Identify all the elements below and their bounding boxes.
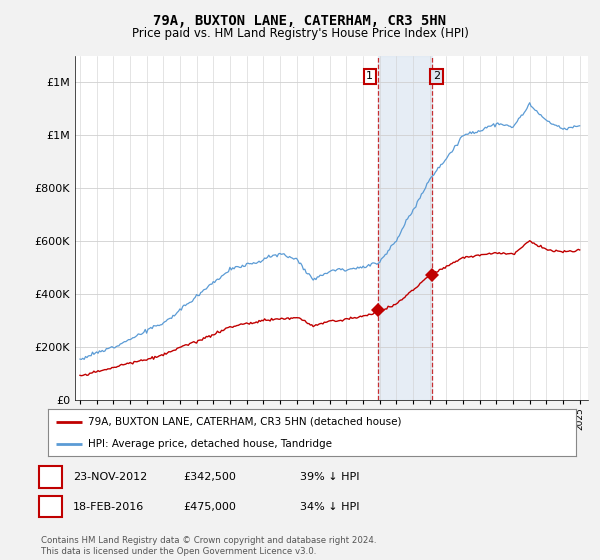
Text: 34% ↓ HPI: 34% ↓ HPI: [300, 502, 359, 512]
Text: £475,000: £475,000: [183, 502, 236, 512]
Text: 79A, BUXTON LANE, CATERHAM, CR3 5HN (detached house): 79A, BUXTON LANE, CATERHAM, CR3 5HN (det…: [88, 417, 401, 427]
Text: £342,500: £342,500: [183, 472, 236, 482]
Text: 79A, BUXTON LANE, CATERHAM, CR3 5HN: 79A, BUXTON LANE, CATERHAM, CR3 5HN: [154, 14, 446, 28]
Text: Contains HM Land Registry data © Crown copyright and database right 2024.
This d: Contains HM Land Registry data © Crown c…: [41, 536, 376, 556]
Text: 2: 2: [47, 502, 54, 512]
Text: 23-NOV-2012: 23-NOV-2012: [73, 472, 148, 482]
Text: 39% ↓ HPI: 39% ↓ HPI: [300, 472, 359, 482]
Text: 18-FEB-2016: 18-FEB-2016: [73, 502, 145, 512]
Text: 2: 2: [433, 72, 440, 82]
Bar: [378, 56, 432, 400]
Text: HPI: Average price, detached house, Tandridge: HPI: Average price, detached house, Tand…: [88, 438, 332, 449]
Text: 1: 1: [367, 72, 373, 82]
Text: 1: 1: [47, 472, 54, 482]
Text: Price paid vs. HM Land Registry's House Price Index (HPI): Price paid vs. HM Land Registry's House …: [131, 27, 469, 40]
